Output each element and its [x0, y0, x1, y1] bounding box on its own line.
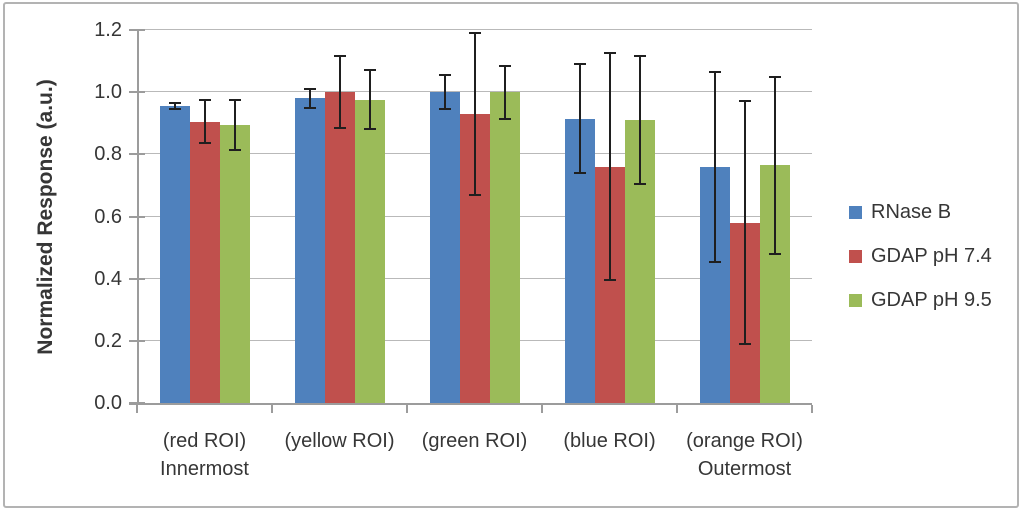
error-bar — [473, 33, 476, 195]
legend: RNase B GDAP pH 7.4 GDAP pH 9.5 — [849, 200, 992, 312]
error-bar-cap — [768, 75, 781, 78]
error-bar — [368, 70, 371, 130]
error-bar-cap — [498, 64, 511, 67]
legend-swatch-icon — [849, 205, 862, 219]
error-bar-cap — [228, 148, 241, 151]
bar-gdap-ph-7-4 — [324, 92, 355, 403]
category-label: (orange ROI) Outermost — [686, 427, 803, 483]
y-axis-tick-label: 1.2 — [94, 19, 122, 41]
error-bar — [503, 65, 506, 119]
x-axis-tick — [136, 405, 138, 413]
error-bar-cap — [633, 55, 646, 58]
legend-label: GDAP pH 9.5 — [871, 288, 992, 311]
bar-gdap-ph-9-5 — [354, 99, 385, 403]
category-label-line: (green ROI) — [421, 430, 528, 452]
error-bar-cap — [438, 74, 451, 77]
y-axis-tick-label: 0.0 — [94, 392, 122, 414]
error-bar-cap — [708, 70, 721, 73]
error-bar-cap — [228, 98, 241, 101]
error-bar-cap — [198, 142, 211, 145]
category-label-line: (yellow ROI) — [284, 430, 395, 452]
error-bar-cap — [303, 106, 316, 109]
category-label-line: (blue ROI) — [563, 430, 656, 452]
error-bar-cap — [708, 260, 721, 263]
error-bar — [338, 56, 341, 128]
error-bar-cap — [333, 126, 346, 129]
plot-area — [137, 29, 812, 403]
error-bar — [773, 76, 776, 254]
y-axis-line — [137, 30, 139, 405]
error-bar — [578, 64, 581, 173]
error-bar-cap — [468, 32, 481, 35]
error-bar-cap — [768, 252, 781, 255]
category-label: (red ROI) Innermost — [160, 427, 249, 483]
legend-label: GDAP pH 7.4 — [871, 244, 992, 267]
error-bar-cap — [603, 52, 616, 55]
error-bar-cap — [333, 55, 346, 58]
error-bar-cap — [198, 98, 211, 101]
error-bar — [203, 99, 206, 144]
error-bar-cap — [633, 182, 646, 185]
error-bar — [608, 53, 611, 281]
error-bar-cap — [363, 69, 376, 72]
legend-label: RNase B — [871, 200, 952, 223]
x-axis-tick — [271, 405, 273, 413]
gridline — [137, 29, 812, 30]
x-axis-tick — [406, 405, 408, 413]
legend-item: GDAP pH 7.4 — [849, 244, 992, 268]
bar-rnase-b — [429, 92, 460, 403]
error-bar-cap — [498, 117, 511, 120]
category-label: (yellow ROI) — [284, 427, 394, 455]
legend-item: GDAP pH 9.5 — [849, 288, 992, 312]
error-bar — [443, 75, 446, 110]
category-label-line: (orange ROI) — [686, 430, 803, 452]
error-bar-cap — [573, 171, 586, 174]
error-bar-cap — [468, 193, 481, 196]
error-bar-cap — [303, 88, 316, 91]
y-axis-tick-label: 0.2 — [94, 329, 122, 352]
bar-rnase-b — [294, 98, 325, 403]
y-axis-tick-label: 0.6 — [94, 205, 122, 228]
y-axis-tick-label: 0.8 — [94, 143, 122, 166]
category-label-line: (red ROI) — [162, 430, 247, 452]
x-axis-tick — [541, 405, 543, 413]
x-axis-line — [129, 403, 812, 405]
bar-gdap-ph-9-5 — [219, 124, 250, 403]
legend-swatch-icon — [849, 249, 862, 263]
bar-gdap-ph-7-4 — [189, 121, 220, 403]
error-bar — [638, 56, 641, 184]
error-bar-cap — [168, 102, 181, 105]
error-bar-cap — [168, 108, 181, 111]
bar-gdap-ph-9-5 — [489, 92, 520, 403]
error-bar-cap — [363, 128, 376, 131]
error-bar-cap — [573, 63, 586, 66]
category-label-line: Innermost — [160, 458, 249, 480]
error-bar — [173, 103, 176, 110]
category-label-line: Outermost — [697, 458, 792, 480]
legend-swatch-icon — [849, 293, 862, 307]
category-label: (green ROI) — [422, 427, 528, 455]
x-axis-tick — [676, 405, 678, 413]
error-bar-cap — [738, 100, 751, 103]
y-axis-tick-label: 1.0 — [94, 81, 122, 104]
error-bar-cap — [738, 342, 751, 345]
error-bar-cap — [438, 108, 451, 111]
legend-item: RNase B — [849, 200, 992, 224]
x-axis-tick — [811, 405, 813, 413]
error-bar — [308, 89, 311, 108]
error-bar — [233, 99, 236, 150]
bar-rnase-b — [159, 106, 190, 403]
error-bar-cap — [603, 279, 616, 282]
error-bar — [713, 71, 716, 262]
error-bar — [743, 101, 746, 344]
category-label: (blue ROI) — [563, 427, 655, 455]
y-axis-tick-label: 0.4 — [94, 267, 122, 290]
